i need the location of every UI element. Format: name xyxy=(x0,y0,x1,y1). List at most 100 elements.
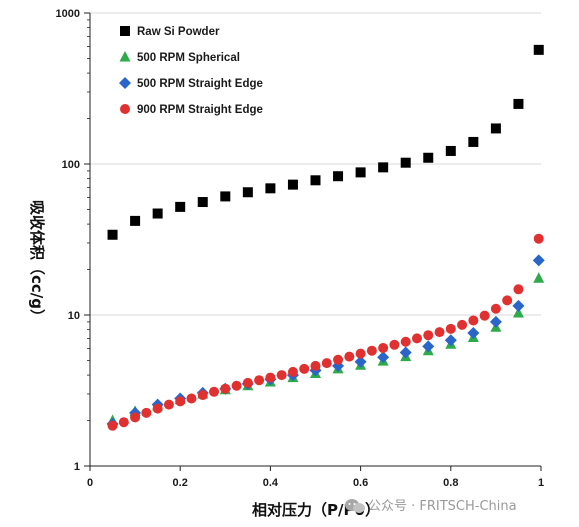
data-point xyxy=(378,162,389,173)
legend-item: 500 RPM Spherical xyxy=(119,51,240,64)
data-point xyxy=(512,307,524,318)
x-tick-label: 0.8 xyxy=(443,477,458,489)
data-point xyxy=(242,187,253,198)
data-point xyxy=(197,197,208,208)
data-point xyxy=(333,354,344,365)
legend-label: 900 RPM Straight Edge xyxy=(137,104,263,116)
data-point xyxy=(209,386,220,397)
data-point xyxy=(434,327,445,338)
data-point xyxy=(107,229,118,240)
data-point xyxy=(118,417,129,428)
data-point xyxy=(533,233,544,244)
data-point xyxy=(310,360,321,371)
legend: Raw Si Powder 500 RPM Spherical 500 RPM St… xyxy=(119,26,263,116)
data-point xyxy=(242,377,253,388)
data-point xyxy=(400,336,411,347)
data-series xyxy=(106,44,545,431)
data-point xyxy=(422,340,435,353)
legend-item: 900 RPM Straight Edge xyxy=(120,104,263,116)
data-point xyxy=(344,351,355,362)
data-point xyxy=(479,310,490,321)
legend-marker xyxy=(119,77,131,89)
data-point xyxy=(502,295,513,306)
data-point xyxy=(197,390,208,401)
axes xyxy=(84,12,542,471)
data-point xyxy=(152,403,163,414)
legend-item: 500 RPM Straight Edge xyxy=(119,77,263,90)
data-point xyxy=(355,167,366,178)
data-point xyxy=(220,191,231,202)
data-point xyxy=(400,157,411,168)
data-point xyxy=(107,420,118,431)
data-point xyxy=(445,145,456,156)
data-point xyxy=(378,342,389,353)
data-point xyxy=(130,412,141,423)
data-point xyxy=(399,346,412,359)
data-point xyxy=(355,348,366,359)
data-point xyxy=(130,215,141,226)
legend-marker xyxy=(120,104,130,114)
data-point xyxy=(490,123,501,134)
data-point xyxy=(445,323,456,334)
data-point xyxy=(220,383,231,394)
data-point xyxy=(299,363,310,374)
data-point xyxy=(533,272,545,283)
legend-label: 500 RPM Spherical xyxy=(137,52,240,64)
data-point xyxy=(513,284,524,295)
data-point xyxy=(512,299,525,312)
legend-marker xyxy=(120,26,130,36)
data-point xyxy=(489,315,502,328)
tick-labels: 1 10 100 1000 0 0.2 0.4 0.6 0.8 1 xyxy=(56,8,545,489)
data-point xyxy=(333,171,344,182)
x-tick-label: 1 xyxy=(538,477,544,489)
data-point xyxy=(533,44,544,55)
data-point xyxy=(141,407,152,418)
wechat-icon xyxy=(345,499,365,513)
y-tick-label: 100 xyxy=(62,159,80,171)
data-point xyxy=(265,372,276,383)
data-point xyxy=(423,152,434,163)
data-point xyxy=(366,345,377,356)
y-tick-label: 1 xyxy=(74,461,80,473)
x-tick-label: 0.6 xyxy=(353,477,368,489)
legend-label: 500 RPM Straight Edge xyxy=(137,78,263,90)
data-point xyxy=(467,326,480,339)
x-tick-label: 0 xyxy=(87,477,93,489)
data-point xyxy=(321,358,332,369)
data-point xyxy=(276,370,287,381)
data-point xyxy=(310,175,321,186)
watermark: 公众号 · FRITSCH-China xyxy=(345,499,517,514)
legend-item: Raw Si Powder xyxy=(120,26,220,38)
y-tick-label: 1000 xyxy=(56,8,80,20)
data-point xyxy=(513,98,524,109)
data-point xyxy=(490,303,501,314)
legend-label: Raw Si Powder xyxy=(137,26,220,38)
data-point xyxy=(468,315,479,326)
y-tick-label: 10 xyxy=(68,310,80,322)
data-point xyxy=(377,351,390,364)
data-point xyxy=(287,179,298,190)
data-point xyxy=(411,333,422,344)
data-point xyxy=(186,393,197,404)
data-point xyxy=(265,183,276,194)
data-point xyxy=(231,380,242,391)
data-point xyxy=(175,201,186,212)
data-point xyxy=(163,399,174,410)
legend-marker xyxy=(119,51,131,62)
data-point xyxy=(152,208,163,219)
data-point xyxy=(175,396,186,407)
series-0 xyxy=(107,44,544,240)
data-point xyxy=(423,330,434,341)
data-point xyxy=(389,339,400,350)
y-axis-title: 吸收体积（cc/g） xyxy=(28,200,46,324)
data-point xyxy=(287,366,298,377)
watermark-text: 公众号 · FRITSCH-China xyxy=(368,499,517,514)
series-3 xyxy=(107,233,544,431)
data-point xyxy=(532,254,545,267)
data-point xyxy=(468,136,479,147)
x-tick-label: 0.2 xyxy=(173,477,188,489)
data-point xyxy=(254,375,265,386)
x-tick-label: 0.4 xyxy=(263,477,279,489)
grid-lines xyxy=(90,12,541,316)
